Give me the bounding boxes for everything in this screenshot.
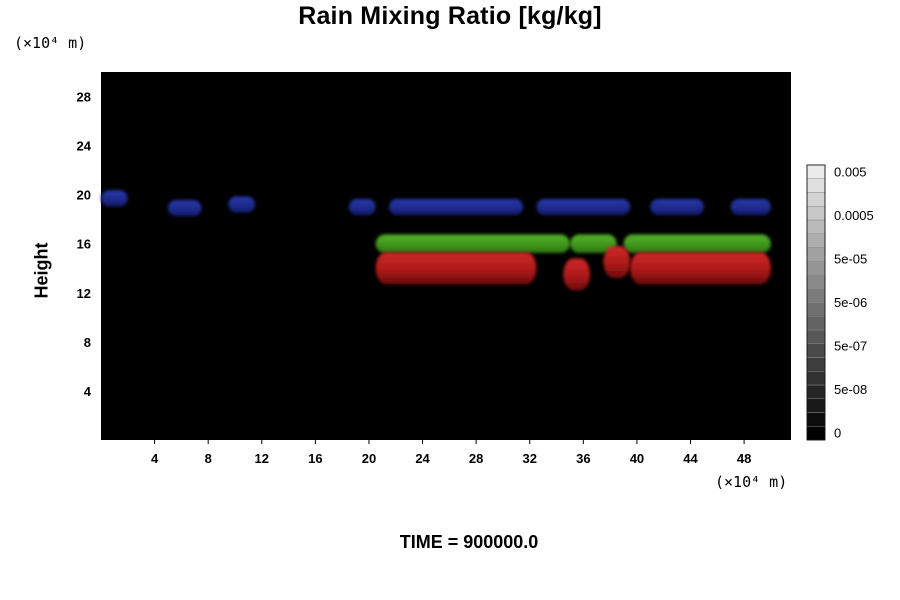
x-tick-label: 28 bbox=[469, 451, 483, 466]
colorbar-tick-label: 0.0005 bbox=[834, 208, 874, 223]
x-tick-label: 36 bbox=[576, 451, 590, 466]
x-tick-label: 4 bbox=[151, 451, 159, 466]
feature-lower-3 bbox=[630, 252, 771, 285]
feature-upper-1 bbox=[167, 200, 202, 217]
feature-upper-3 bbox=[348, 198, 376, 215]
y-axis-ticks: 4 8 12 16 20 24 28 bbox=[77, 90, 92, 399]
feature-upper-0 bbox=[101, 190, 128, 207]
colorbar-tick-label: 0 bbox=[834, 426, 841, 441]
x-tick-label: 40 bbox=[630, 451, 644, 466]
colorbar-level bbox=[806, 274, 826, 289]
colorbar-level bbox=[806, 343, 826, 358]
feature-upper-6 bbox=[650, 198, 704, 215]
feature-lower-0 bbox=[375, 252, 537, 285]
x-axis-ticks: 4 8 12 16 20 24 28 32 36 40 44 48 bbox=[151, 440, 751, 466]
feature-middle-0 bbox=[375, 234, 570, 253]
x-tick-label: 44 bbox=[683, 451, 698, 466]
colorbar-level bbox=[806, 398, 826, 413]
colorbar-level bbox=[806, 426, 826, 441]
x-tick-label: 20 bbox=[362, 451, 376, 466]
y-tick-label: 20 bbox=[77, 188, 91, 203]
colorbar-level bbox=[806, 357, 826, 372]
colorbar-level bbox=[806, 302, 826, 317]
colorbar-level bbox=[806, 412, 826, 427]
colorbar-level bbox=[806, 371, 826, 386]
feature-upper-2 bbox=[228, 196, 256, 213]
colorbar-level bbox=[806, 192, 826, 207]
colorbar-level bbox=[806, 247, 826, 262]
chart-title: Rain Mixing Ratio [kg/kg] bbox=[298, 2, 602, 30]
y-axis-unit: (×10⁴ m) bbox=[14, 34, 87, 52]
colorbar-level bbox=[806, 164, 826, 179]
feature-lower-1 bbox=[563, 258, 591, 291]
colorbar-tick-label: 5e-07 bbox=[834, 339, 867, 354]
colorbar-frame bbox=[806, 164, 826, 441]
feature-upper-4 bbox=[389, 198, 524, 215]
colorbar-level bbox=[806, 178, 826, 193]
y-tick-label: 28 bbox=[77, 90, 91, 105]
colorbar-level bbox=[806, 384, 826, 399]
x-axis-unit: (×10⁴ m) bbox=[715, 473, 788, 491]
x-tick-label: 12 bbox=[255, 451, 269, 466]
colorbar-tick-label: 5e-05 bbox=[834, 251, 867, 266]
x-tick-label: 48 bbox=[737, 451, 751, 466]
x-tick-label: 16 bbox=[308, 451, 322, 466]
y-tick-label: 12 bbox=[77, 286, 91, 301]
time-label: TIME = 900000.0 bbox=[399, 532, 539, 552]
y-tick-label: 4 bbox=[84, 384, 92, 399]
x-tick-label: 24 bbox=[415, 451, 430, 466]
feature-upper-5 bbox=[536, 198, 631, 215]
x-tick-label: 8 bbox=[205, 451, 212, 466]
colorbar-level bbox=[806, 206, 826, 221]
y-tick-label: 8 bbox=[84, 335, 91, 350]
feature-upper-7 bbox=[730, 198, 771, 215]
colorbar-tick-label: 5e-06 bbox=[834, 295, 867, 310]
feature-lower-2 bbox=[603, 246, 631, 279]
x-tick-label: 32 bbox=[523, 451, 537, 466]
feature-middle-2 bbox=[623, 234, 771, 253]
colorbar-level bbox=[806, 329, 826, 344]
colorbar-tick-label: 5e-08 bbox=[834, 382, 867, 397]
colorbar-level bbox=[806, 219, 826, 234]
colorbar-level bbox=[806, 288, 826, 303]
colorbar-level bbox=[806, 261, 826, 276]
colorbar-level bbox=[806, 316, 826, 331]
y-tick-label: 24 bbox=[77, 139, 92, 154]
colorbar: 0 5e-08 5e-07 5e-06 5e-05 0.0005 0.005 bbox=[806, 164, 874, 441]
rain-features bbox=[101, 190, 771, 291]
y-tick-label: 16 bbox=[77, 237, 91, 252]
feature-middle-1 bbox=[569, 234, 617, 253]
colorbar-level bbox=[806, 233, 826, 248]
colorbar-tick-label: 0.005 bbox=[834, 164, 867, 179]
